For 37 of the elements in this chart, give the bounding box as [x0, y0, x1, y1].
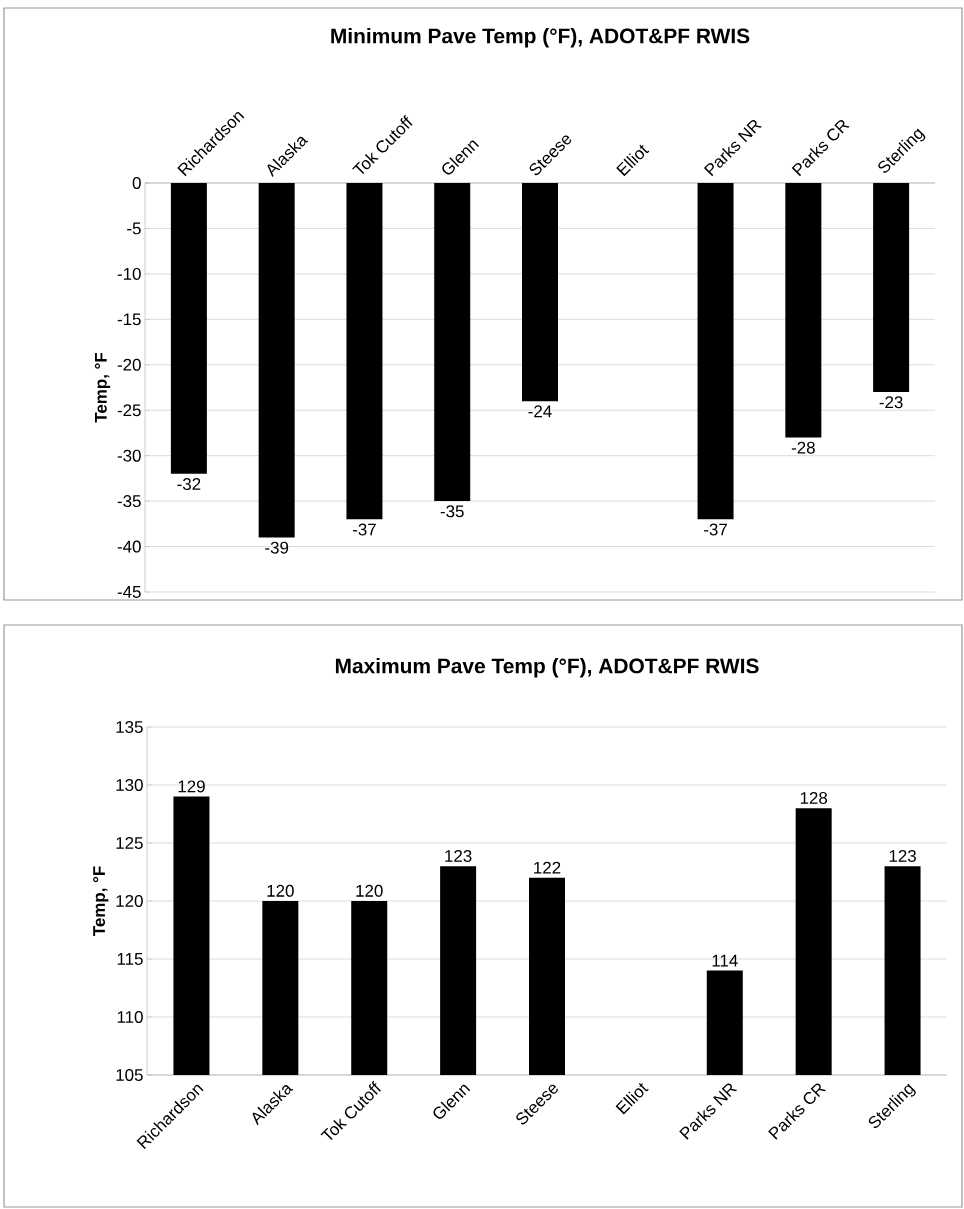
- data-label: -23: [879, 396, 903, 409]
- data-label: 120: [356, 884, 383, 897]
- chart-title: Maximum Pave Temp (°F), ADOT&PF RWIS: [335, 658, 759, 678]
- data-label: -28: [791, 441, 815, 454]
- y-tick-label: -40: [117, 540, 141, 553]
- data-label: 122: [534, 861, 561, 874]
- y-tick-label: -30: [117, 449, 141, 462]
- y-tick-label: -15: [117, 313, 141, 326]
- y-tick-label: 130: [116, 779, 143, 791]
- data-label: 114: [712, 954, 738, 967]
- data-label: 129: [178, 780, 205, 793]
- y-tick-label: 105: [116, 1069, 143, 1081]
- data-label: 128: [800, 792, 828, 805]
- data-label: -37: [704, 523, 727, 536]
- data-label: 123: [889, 850, 916, 863]
- y-tick-label: -20: [117, 358, 141, 371]
- y-tick-label: 110: [117, 1011, 143, 1023]
- data-label: -32: [177, 478, 201, 491]
- data-label: 120: [267, 884, 294, 897]
- y-tick-label: -45: [117, 586, 141, 598]
- y-tick-label: 115: [117, 953, 143, 965]
- chart-title: Minimum Pave Temp (°F), ADOT&PF RWIS: [331, 27, 750, 48]
- data-label: -35: [440, 505, 464, 518]
- y-tick-label: 0: [132, 176, 141, 189]
- y-tick-label: 125: [116, 837, 143, 849]
- y-tick-label: -10: [117, 267, 141, 280]
- y-tick-label: 120: [116, 895, 143, 907]
- y-tick-label: -25: [117, 404, 141, 417]
- data-label: 123: [445, 850, 472, 863]
- y-tick-label: -5: [127, 222, 141, 235]
- y-tick-label: 135: [116, 721, 143, 733]
- data-label: -24: [528, 405, 552, 418]
- y-axis-title: Temp, °F: [94, 352, 111, 423]
- y-tick-label: -35: [117, 495, 141, 508]
- y-axis-title: Temp, °F: [93, 866, 109, 937]
- data-label: -39: [265, 541, 289, 554]
- data-label: -37: [352, 523, 376, 536]
